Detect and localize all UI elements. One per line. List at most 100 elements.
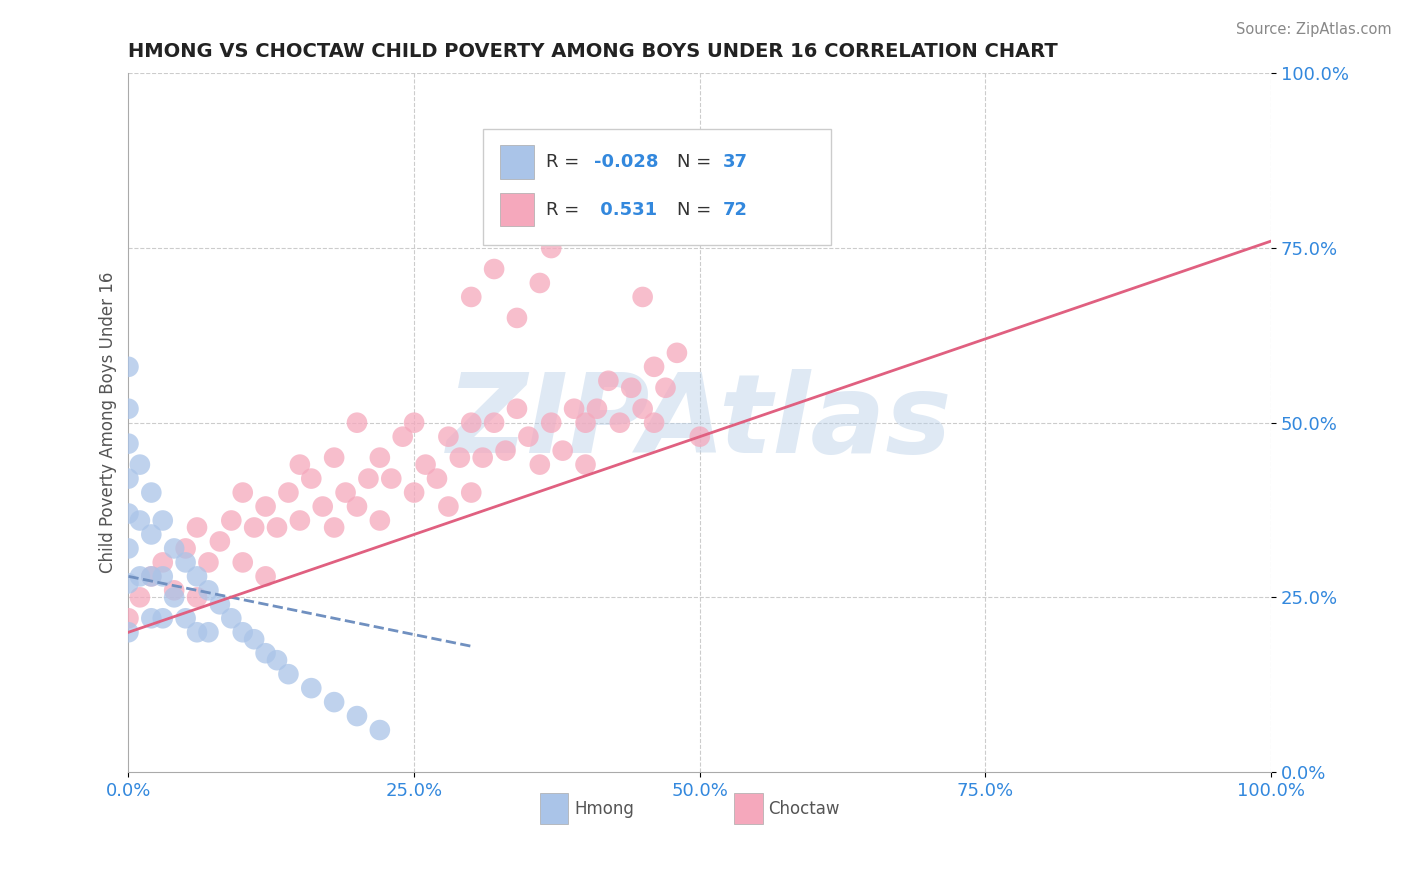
Point (506, 310, 529, 325)
Point (574, 220, 596, 235)
Point (335, 485, 357, 500)
Point (243, 632, 266, 647)
FancyBboxPatch shape (499, 193, 534, 227)
Point (141, 485, 163, 500)
Point (517, 430, 540, 444)
Text: Choctaw: Choctaw (768, 799, 839, 818)
Point (460, 290, 482, 304)
Point (152, 555, 174, 569)
Point (208, 534, 231, 549)
Point (186, 591, 208, 605)
Point (254, 569, 277, 583)
Point (129, 458, 152, 472)
Point (312, 500, 335, 514)
Point (482, 416, 505, 430)
Point (574, 458, 596, 472)
Point (174, 541, 197, 556)
Text: R =: R = (546, 201, 585, 219)
Point (152, 611, 174, 625)
Text: -0.028: -0.028 (593, 153, 658, 171)
Text: 0.531: 0.531 (593, 201, 657, 219)
Point (243, 520, 266, 534)
Point (208, 597, 231, 611)
Point (404, 416, 426, 430)
Point (141, 569, 163, 583)
Point (141, 611, 163, 625)
Point (551, 443, 574, 458)
Point (380, 472, 402, 486)
Point (174, 611, 197, 625)
Point (437, 500, 460, 514)
Point (266, 653, 288, 667)
Point (254, 646, 277, 660)
Point (368, 450, 391, 465)
Point (654, 381, 676, 395)
Point (346, 416, 368, 430)
Point (117, 472, 139, 486)
Point (665, 346, 688, 360)
Point (598, 171, 620, 186)
Point (186, 625, 208, 640)
Text: Hmong: Hmong (574, 799, 634, 818)
Point (266, 520, 288, 534)
Point (426, 472, 449, 486)
Text: 72: 72 (723, 201, 748, 219)
Point (437, 430, 460, 444)
Point (689, 430, 711, 444)
Point (643, 359, 665, 374)
Point (323, 695, 346, 709)
Text: Source: ZipAtlas.com: Source: ZipAtlas.com (1236, 22, 1392, 37)
Point (129, 569, 152, 583)
Point (197, 555, 219, 569)
Point (197, 583, 219, 598)
Point (141, 569, 163, 583)
Point (540, 241, 562, 255)
Point (232, 625, 254, 640)
Point (254, 500, 277, 514)
Point (529, 458, 551, 472)
Point (117, 541, 139, 556)
Point (152, 514, 174, 528)
Point (141, 527, 163, 541)
Point (346, 709, 368, 723)
Point (598, 374, 620, 388)
Point (529, 276, 551, 290)
Point (197, 625, 219, 640)
Point (346, 500, 368, 514)
Point (163, 583, 186, 598)
FancyBboxPatch shape (499, 145, 534, 179)
FancyBboxPatch shape (734, 793, 762, 824)
Point (117, 576, 139, 591)
Point (495, 443, 517, 458)
Point (506, 401, 529, 416)
Text: N =: N = (676, 201, 717, 219)
Point (540, 416, 562, 430)
Text: R =: R = (546, 153, 585, 171)
Point (163, 591, 186, 605)
Point (129, 514, 152, 528)
Point (415, 458, 437, 472)
Point (620, 381, 643, 395)
Point (562, 401, 585, 416)
Point (299, 681, 322, 695)
Point (517, 192, 540, 206)
FancyBboxPatch shape (482, 129, 831, 244)
Point (460, 485, 482, 500)
Point (117, 611, 139, 625)
Point (117, 401, 139, 416)
Point (232, 485, 254, 500)
Point (471, 450, 494, 465)
Point (163, 541, 186, 556)
Text: ZIPAtlas: ZIPAtlas (447, 369, 952, 476)
Point (574, 416, 596, 430)
Point (221, 514, 243, 528)
Point (277, 667, 299, 681)
Text: HMONG VS CHOCTAW CHILD POVERTY AMONG BOYS UNDER 16 CORRELATION CHART: HMONG VS CHOCTAW CHILD POVERTY AMONG BOY… (128, 42, 1059, 61)
Point (117, 625, 139, 640)
Point (129, 591, 152, 605)
Point (449, 450, 471, 465)
Point (117, 436, 139, 450)
Point (323, 450, 346, 465)
Point (609, 416, 631, 430)
Text: N =: N = (676, 153, 717, 171)
